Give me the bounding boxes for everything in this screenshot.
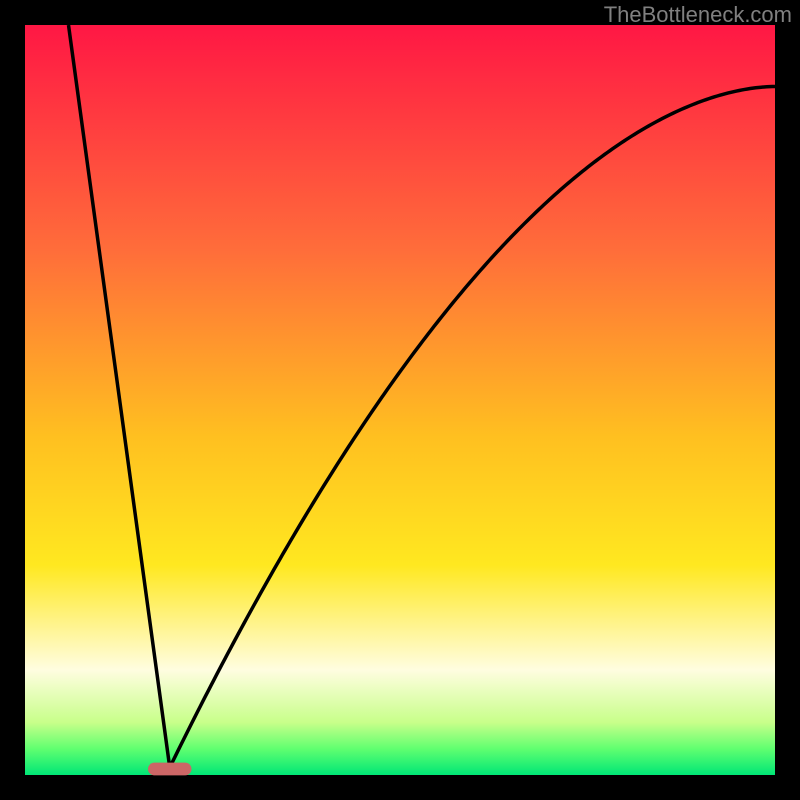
chart-container: TheBottleneck.com [0, 0, 800, 800]
optimal-marker [148, 763, 192, 776]
bottleneck-chart [0, 0, 800, 800]
plot-background [25, 25, 775, 775]
watermark-text: TheBottleneck.com [604, 2, 792, 28]
